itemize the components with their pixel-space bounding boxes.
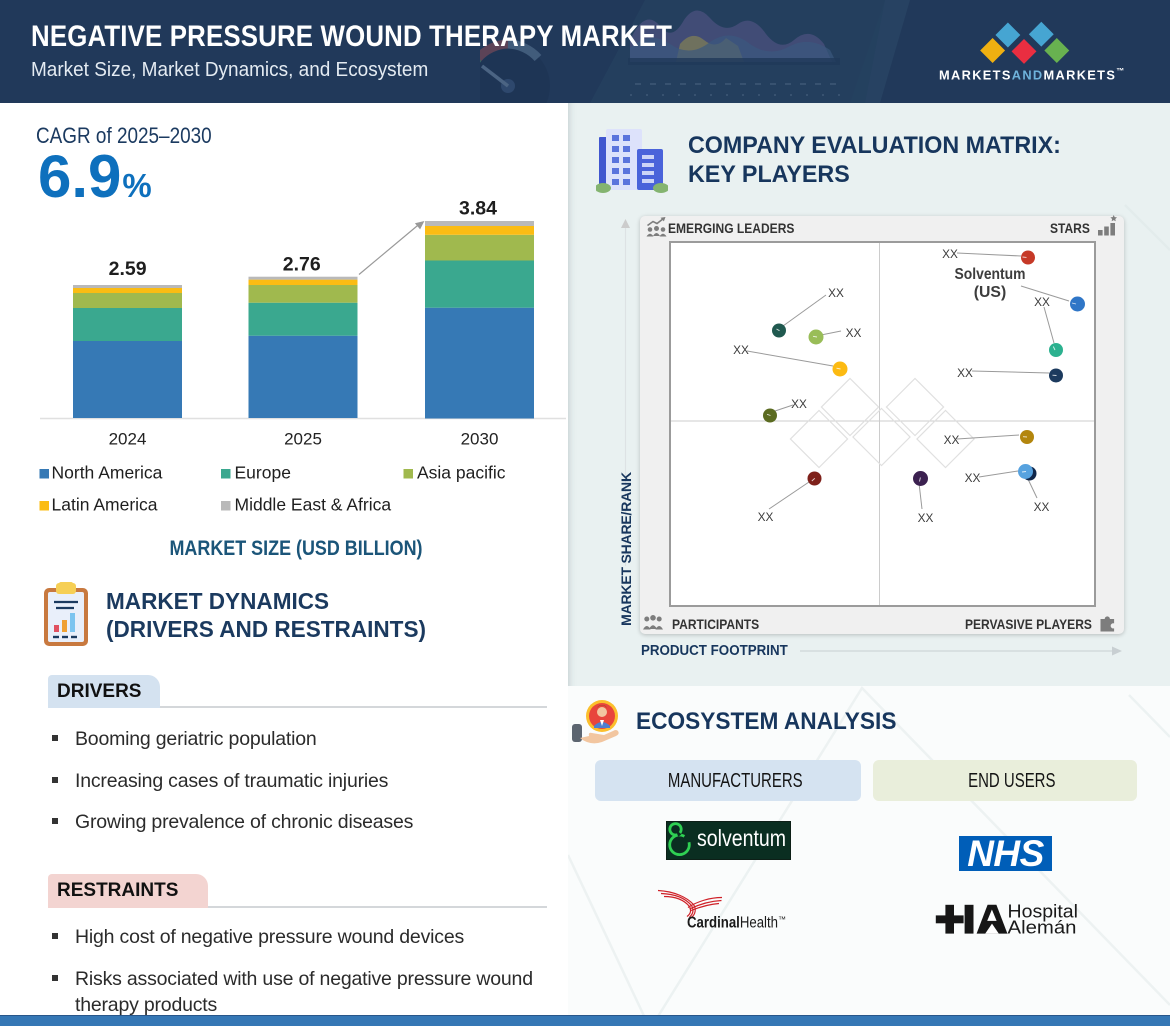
- svg-text:MARKETSANDMARKETS™: MARKETSANDMARKETS™: [939, 67, 1126, 83]
- svg-text:MARKET SIZE (USD BILLION): MARKET SIZE (USD BILLION): [170, 537, 423, 560]
- svg-text:Latin America: Latin America: [52, 495, 158, 515]
- svg-text:North America: North America: [52, 463, 163, 483]
- svg-text:Solventum: Solventum: [955, 266, 1026, 283]
- svg-text:Middle East & Africa: Middle East & Africa: [235, 495, 392, 515]
- svg-text:XX: XX: [1034, 500, 1050, 514]
- svg-text:3.84: 3.84: [459, 198, 497, 220]
- svg-text:2030: 2030: [461, 430, 499, 449]
- svg-text:2024: 2024: [109, 430, 147, 449]
- svg-text:(US): (US): [974, 284, 1006, 301]
- svg-text:XX: XX: [758, 510, 774, 524]
- svg-text:2.76: 2.76: [283, 254, 321, 276]
- svg-text:Hospital: Hospital: [1008, 901, 1079, 922]
- svg-text:™: ™: [778, 915, 786, 924]
- svg-text:XX: XX: [957, 366, 973, 380]
- svg-text:XX: XX: [791, 397, 807, 411]
- svg-text:Europe: Europe: [235, 463, 291, 483]
- svg-text:XX: XX: [733, 343, 749, 357]
- svg-text:XX: XX: [944, 433, 960, 447]
- svg-text:2025: 2025: [284, 430, 322, 449]
- svg-text:XX: XX: [918, 511, 934, 525]
- svg-text:solventum: solventum: [697, 825, 786, 851]
- svg-text:XX: XX: [846, 326, 862, 340]
- svg-text:XX: XX: [828, 286, 844, 300]
- svg-text:2.59: 2.59: [109, 258, 147, 280]
- svg-text:XX: XX: [965, 471, 981, 485]
- svg-text:CardinalHealth: CardinalHealth: [687, 915, 778, 932]
- svg-text:XX: XX: [1034, 295, 1050, 309]
- svg-text:Asia pacific: Asia pacific: [417, 463, 506, 483]
- svg-text:XX: XX: [942, 247, 958, 261]
- svg-text:Alemán: Alemán: [1008, 917, 1077, 938]
